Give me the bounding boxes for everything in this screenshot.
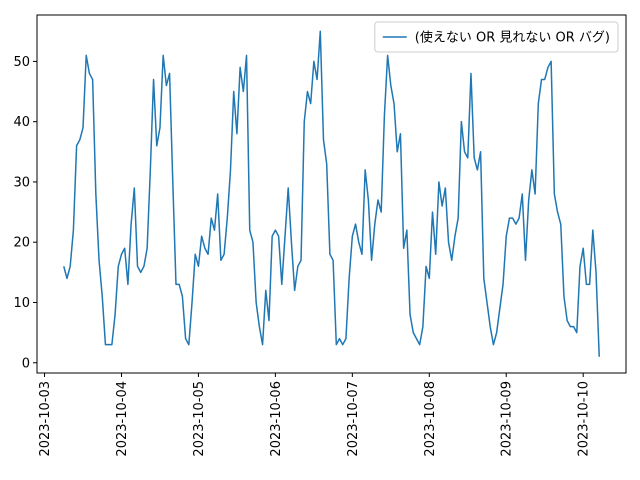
x-tick-label: 2023-10-04	[115, 381, 130, 457]
y-tick-label: 10	[13, 296, 30, 311]
y-tick-label: 40	[13, 115, 30, 130]
legend: (使えない OR 見れない OR バグ)	[374, 21, 619, 53]
plot-area	[36, 14, 627, 374]
y-tick-label: 20	[13, 236, 30, 251]
line-series	[63, 30, 600, 357]
x-tick-label: 2023-10-08	[423, 381, 438, 457]
x-tick-label: 2023-10-10	[577, 381, 592, 457]
x-tick-label: 2023-10-07	[346, 381, 361, 457]
x-tick-label: 2023-10-03	[38, 381, 53, 457]
y-tick-label: 50	[13, 55, 30, 70]
legend-label: (使えない OR 見れない OR バグ)	[415, 30, 610, 46]
y-tick-label: 30	[13, 175, 30, 190]
x-tick-label: 2023-10-09	[500, 381, 515, 457]
y-tick-label: 0	[22, 356, 30, 371]
legend-box	[374, 21, 619, 53]
x-tick-label: 2023-10-05	[192, 381, 207, 457]
x-tick-label: 2023-10-06	[269, 381, 284, 457]
